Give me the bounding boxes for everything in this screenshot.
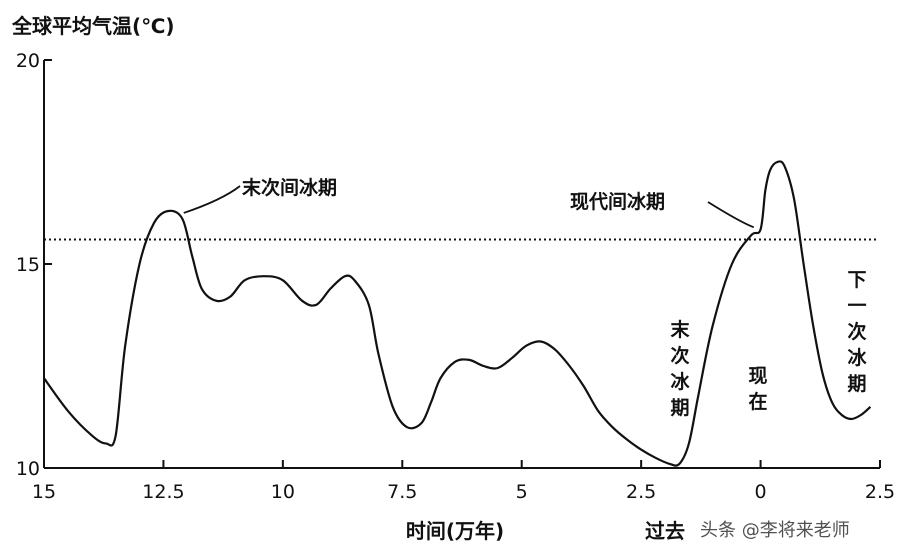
- axes: [43, 59, 881, 469]
- annotation-now: 现: [748, 365, 767, 387]
- y-tick-label: 20: [16, 50, 40, 72]
- y-tick-label: 10: [16, 458, 40, 480]
- annotation-now: 在: [748, 390, 767, 413]
- x-tick-label: 2.5: [865, 481, 895, 503]
- annotation-last-interglacial: 末次间冰期: [242, 176, 337, 199]
- watermark: 头条 @李将来老师: [700, 520, 850, 541]
- annotation-last-glacial: 期: [670, 397, 689, 419]
- x-tick-label: 2.5: [626, 481, 656, 503]
- x-tick-label: 12.5: [142, 481, 184, 503]
- annotation-next-glacial: 冰: [847, 346, 867, 369]
- annotation-last-glacial: 次: [670, 344, 689, 367]
- annotation-next-glacial: 下: [847, 269, 866, 291]
- temperature-curve: [43, 160, 872, 467]
- x-tick-labels: 15 12.5 10 7.5 5 2.5 0 2.5: [32, 481, 895, 503]
- x-tick-label: 15: [32, 481, 56, 503]
- y-tick-label: 15: [16, 254, 40, 276]
- x-tick-label: 5: [516, 481, 528, 503]
- annotation-modern-interglacial: 现代间冰期: [570, 190, 665, 213]
- annotation-leader: [707, 201, 755, 229]
- x-axis-label: 时间(万年): [406, 519, 504, 543]
- annotation-last-glacial: 冰: [670, 370, 690, 393]
- chart-title: 全球平均气温(℃): [11, 14, 175, 38]
- x-tick-label: 7.5: [387, 481, 417, 503]
- x-tick-label: 10: [271, 481, 295, 503]
- annotation-next-glacial: 次: [847, 320, 866, 343]
- y-tick-labels: 10 15 20: [16, 50, 40, 480]
- annotation-next-glacial: 期: [847, 373, 866, 395]
- annotation-next-glacial: 一: [847, 295, 866, 317]
- x-tick-label: 0: [755, 481, 767, 503]
- annotation-last-glacial: 末: [670, 318, 690, 341]
- x-axis-note: 过去: [645, 519, 685, 543]
- annotation-leader: [183, 185, 241, 214]
